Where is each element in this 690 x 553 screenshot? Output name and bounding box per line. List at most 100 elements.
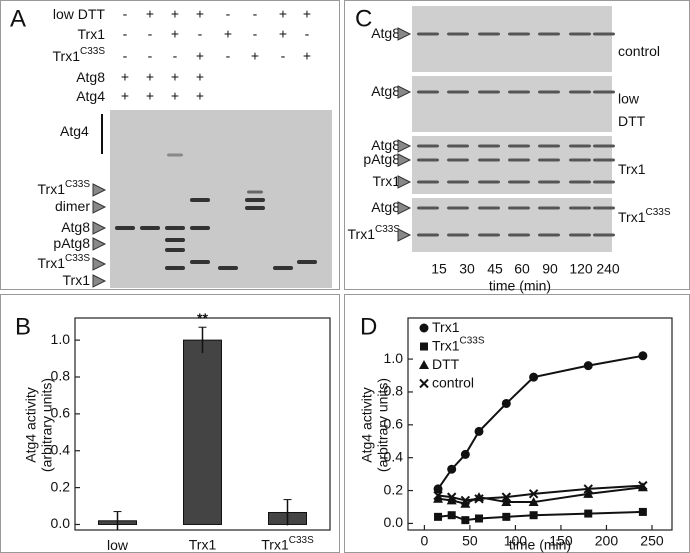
condition-label-text: Trx1 xyxy=(618,209,646,225)
legend-label-text: DTT xyxy=(432,356,460,372)
gel-band xyxy=(569,32,591,36)
time-label: 60 xyxy=(514,261,530,277)
sign: + xyxy=(303,48,311,64)
band-label: Atg4 xyxy=(60,123,89,139)
x-tick-label: 250 xyxy=(640,533,664,549)
panel-border xyxy=(0,0,340,290)
x-axis-label: time (min) xyxy=(509,537,571,553)
legend-label: Trx1 xyxy=(432,319,460,335)
x-tick-label: 100 xyxy=(504,533,528,549)
gel-band xyxy=(273,266,293,270)
band-arrow xyxy=(397,153,412,167)
marker xyxy=(460,498,471,508)
annotation: ** xyxy=(197,310,208,326)
y-tick-label: 0.6 xyxy=(384,416,404,432)
marker xyxy=(433,490,443,501)
sign: + xyxy=(146,69,154,85)
gel-band xyxy=(218,266,238,270)
marker xyxy=(447,464,457,474)
condition-label-text: DTT xyxy=(618,113,646,129)
y-tick-label: 0.4 xyxy=(384,448,404,464)
sign: - xyxy=(198,26,203,42)
panel-letter: A xyxy=(10,5,26,32)
x-tick-sup: C33S xyxy=(289,535,314,546)
gel-band xyxy=(165,238,185,242)
panel-letter: C xyxy=(355,5,372,32)
sign: + xyxy=(224,26,232,42)
band-label: dimer xyxy=(55,198,90,214)
x-axis-label: time (min) xyxy=(489,278,551,294)
sign: - xyxy=(173,48,178,64)
band-label-text: Trx1 xyxy=(63,272,91,288)
legend-label-text: Trx1 xyxy=(432,337,460,353)
marker xyxy=(583,484,593,494)
x-tick-label: 200 xyxy=(595,533,619,549)
band-label: Trx1C33S xyxy=(348,224,401,242)
time-label: 45 xyxy=(487,261,503,277)
band-arrow xyxy=(92,257,107,271)
gel-band xyxy=(417,233,439,237)
condition-label: low xyxy=(618,91,640,107)
marker xyxy=(529,511,538,520)
gel-band xyxy=(245,198,265,202)
row-label-sup: C33S xyxy=(80,46,105,57)
band-label-text: Atg8 xyxy=(371,83,400,99)
x-tick-label: 50 xyxy=(462,533,478,549)
y-tick-label: 0.0 xyxy=(51,515,71,531)
gel-band xyxy=(538,144,560,148)
band-label: Trx1C33S xyxy=(38,253,91,271)
condition-label-text: control xyxy=(618,43,660,59)
legend-label-sup: C33S xyxy=(459,335,484,346)
gel-band xyxy=(447,180,469,184)
marker xyxy=(584,509,593,518)
gel-band xyxy=(508,144,530,148)
condition-label: Trx1C33S xyxy=(618,207,671,225)
sign: - xyxy=(305,26,310,42)
gel-band xyxy=(167,153,183,157)
gel-band xyxy=(569,90,591,94)
gel-band xyxy=(165,266,185,270)
y-tick-label: 0.8 xyxy=(51,368,71,384)
gel-band xyxy=(447,206,469,210)
gel-band xyxy=(478,206,500,210)
sign: + xyxy=(171,26,179,42)
band-label: Trx1 xyxy=(373,173,401,189)
band-label-text: Atg8 xyxy=(61,219,90,235)
band-label-text: Trx1 xyxy=(38,255,66,271)
marker xyxy=(638,507,647,516)
gel-band xyxy=(417,206,439,210)
gel-band xyxy=(593,144,615,148)
row-label: Atg8 xyxy=(76,69,105,85)
gel-band xyxy=(190,260,210,264)
gel-band xyxy=(447,233,469,237)
x-tick-label: Trx1 xyxy=(189,537,217,553)
y-axis-label: (arbitrary units) xyxy=(375,378,391,472)
sign: + xyxy=(303,6,311,22)
row-label: Trx1 xyxy=(78,26,106,42)
gel-band xyxy=(538,90,560,94)
gel-band xyxy=(538,32,560,36)
band-arrow xyxy=(92,221,107,235)
band-label-text: Atg8 xyxy=(371,137,400,153)
gel-band xyxy=(478,180,500,184)
band-label-text: Atg8 xyxy=(371,199,400,215)
gel-band xyxy=(190,198,210,202)
band-label-text: Trx1 xyxy=(373,173,401,189)
x-tick-label: Trx1C33S xyxy=(261,535,314,553)
gel-band xyxy=(447,90,469,94)
y-tick-label: 0.0 xyxy=(384,514,404,530)
time-label: 15 xyxy=(431,261,447,277)
gel-band xyxy=(569,158,591,162)
gel-band xyxy=(508,90,530,94)
marker xyxy=(501,492,512,502)
row-label: Trx1C33S xyxy=(53,46,106,64)
gel-band xyxy=(478,90,500,94)
legend-label: control xyxy=(432,374,474,390)
gel-band xyxy=(508,180,530,184)
sign: + xyxy=(146,6,154,22)
gel-band xyxy=(417,32,439,36)
gel-band xyxy=(245,206,265,210)
gel-band xyxy=(508,233,530,237)
marker xyxy=(528,489,539,499)
